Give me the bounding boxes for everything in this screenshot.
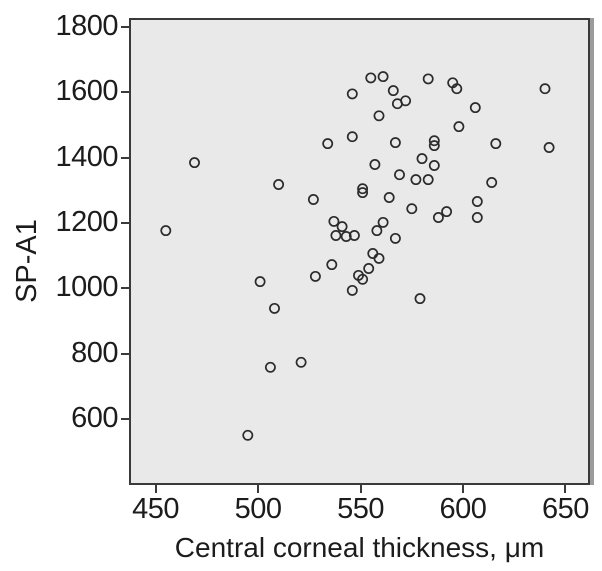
x-tick-mark [461,485,464,493]
y-tick-mark [121,25,129,28]
y-tick-label: 1400 [55,140,118,173]
x-tick-label: 600 [439,493,487,525]
y-tick-label: 800 [71,336,118,369]
x-tick-mark [359,485,362,493]
x-tick-label: 450 [132,493,180,525]
y-tick-mark [121,287,129,290]
x-tick-mark [564,485,567,493]
x-tick-label: 550 [337,493,384,525]
y-tick-mark [121,156,129,159]
x-tick-mark [154,485,157,493]
y-tick-label: 1800 [55,9,118,42]
y-tick-label: 1000 [55,271,118,304]
y-tick-mark [121,352,129,355]
x-tick-mark [257,485,260,493]
y-tick-mark [121,418,129,421]
y-tick-label: 1600 [55,75,118,108]
x-axis-title: Central corneal thickness, μm [174,532,545,563]
y-axis-title: SP-A1 [11,219,43,303]
x-tick-label: 500 [234,493,282,525]
y-tick-mark [121,222,129,225]
y-tick-mark [121,91,129,94]
x-tick-label: 650 [542,493,589,525]
plot-area [129,18,590,485]
y-tick-label: 1200 [55,206,118,239]
y-tick-label: 600 [71,402,118,435]
